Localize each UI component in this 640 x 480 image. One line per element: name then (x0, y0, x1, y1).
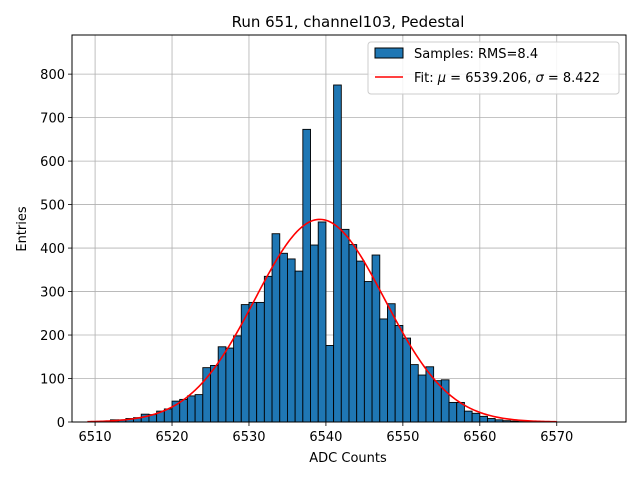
y-tick-label: 0 (57, 416, 65, 431)
histogram-bar (325, 345, 335, 423)
x-tick-label: 6540 (309, 430, 342, 445)
y-axis-label: Entries (15, 206, 30, 252)
histogram-bar (471, 412, 481, 423)
x-axis-label: ADC Counts (309, 451, 387, 466)
histogram-bar (363, 281, 373, 423)
histogram-bar (263, 275, 273, 423)
histogram-bar (394, 325, 404, 423)
histogram-bar (356, 260, 365, 423)
legend-fit-sigma-value: = 8.422 (544, 71, 600, 86)
chart-title: Run 651, channel103, Pedestal (232, 13, 465, 31)
histogram-bar (410, 364, 419, 423)
histogram-bar (248, 301, 258, 423)
fit-curve (87, 218, 557, 423)
histogram-bar (333, 84, 342, 423)
plot-frame (71, 34, 627, 423)
histogram-bar (194, 394, 204, 423)
x-tick-label: 6560 (463, 430, 496, 445)
histogram-bar (371, 254, 381, 423)
y-tick-label: 700 (40, 112, 65, 127)
legend-fit-mu-value: = 6539.206, (446, 71, 535, 86)
y-axis-ticks: 0 100 200 300 400 500 600 700 800 (40, 68, 72, 431)
y-tick-label: 300 (40, 286, 65, 301)
legend-histogram-label: Samples: RMS=8.4 (414, 47, 538, 62)
histogram-bar (317, 221, 327, 423)
y-tick-label: 800 (40, 68, 65, 83)
y-tick-label: 600 (40, 155, 65, 170)
histogram-bar (210, 365, 219, 423)
histogram-bar (340, 228, 350, 423)
x-tick-label: 6550 (386, 430, 419, 445)
histogram-bar (463, 410, 473, 423)
y-tick-label: 200 (40, 329, 65, 344)
y-tick-label: 500 (40, 199, 65, 214)
x-tick-label: 6520 (155, 430, 188, 445)
histogram-bar (487, 418, 496, 423)
histogram-bar (286, 258, 296, 423)
histogram-bars (94, 84, 535, 423)
legend-fit-label: Fit: μ = 6539.206, σ = 8.422 (414, 71, 600, 86)
histogram-bar (310, 244, 319, 423)
x-tick-label: 6530 (232, 430, 265, 445)
histogram-bar (348, 244, 358, 423)
histogram-bar (294, 270, 304, 423)
legend-fit-prefix: Fit: (414, 71, 438, 86)
histogram-bar (279, 252, 288, 423)
x-axis-ticks: 6510 6520 6530 6540 6550 6560 6570 (79, 422, 573, 445)
histogram-bar (387, 303, 396, 423)
legend-histogram-swatch (374, 47, 404, 59)
histogram-bar (186, 395, 196, 423)
legend-frame (367, 41, 620, 95)
legend-fit-mu-symbol: μ (437, 71, 446, 86)
histogram-bar (179, 398, 188, 423)
histogram-bar (479, 415, 488, 423)
histogram-bar (256, 301, 265, 423)
y-tick-label: 400 (40, 242, 65, 257)
x-tick-label: 6570 (540, 430, 573, 445)
legend: Samples: RMS=8.4 Fit: μ = 6539.206, σ = … (367, 41, 620, 95)
histogram-bar (402, 337, 412, 423)
histogram-bar (302, 128, 311, 423)
y-tick-label: 100 (40, 373, 65, 388)
histogram-bar (225, 347, 235, 423)
histogram-bar (440, 379, 450, 423)
histogram-bar (448, 401, 458, 423)
histogram-bar (379, 318, 388, 423)
histogram-bar (417, 374, 427, 423)
histogram-bar (233, 335, 242, 423)
legend-fit-sigma-symbol: σ (536, 71, 545, 86)
x-tick-label: 6510 (79, 430, 112, 445)
